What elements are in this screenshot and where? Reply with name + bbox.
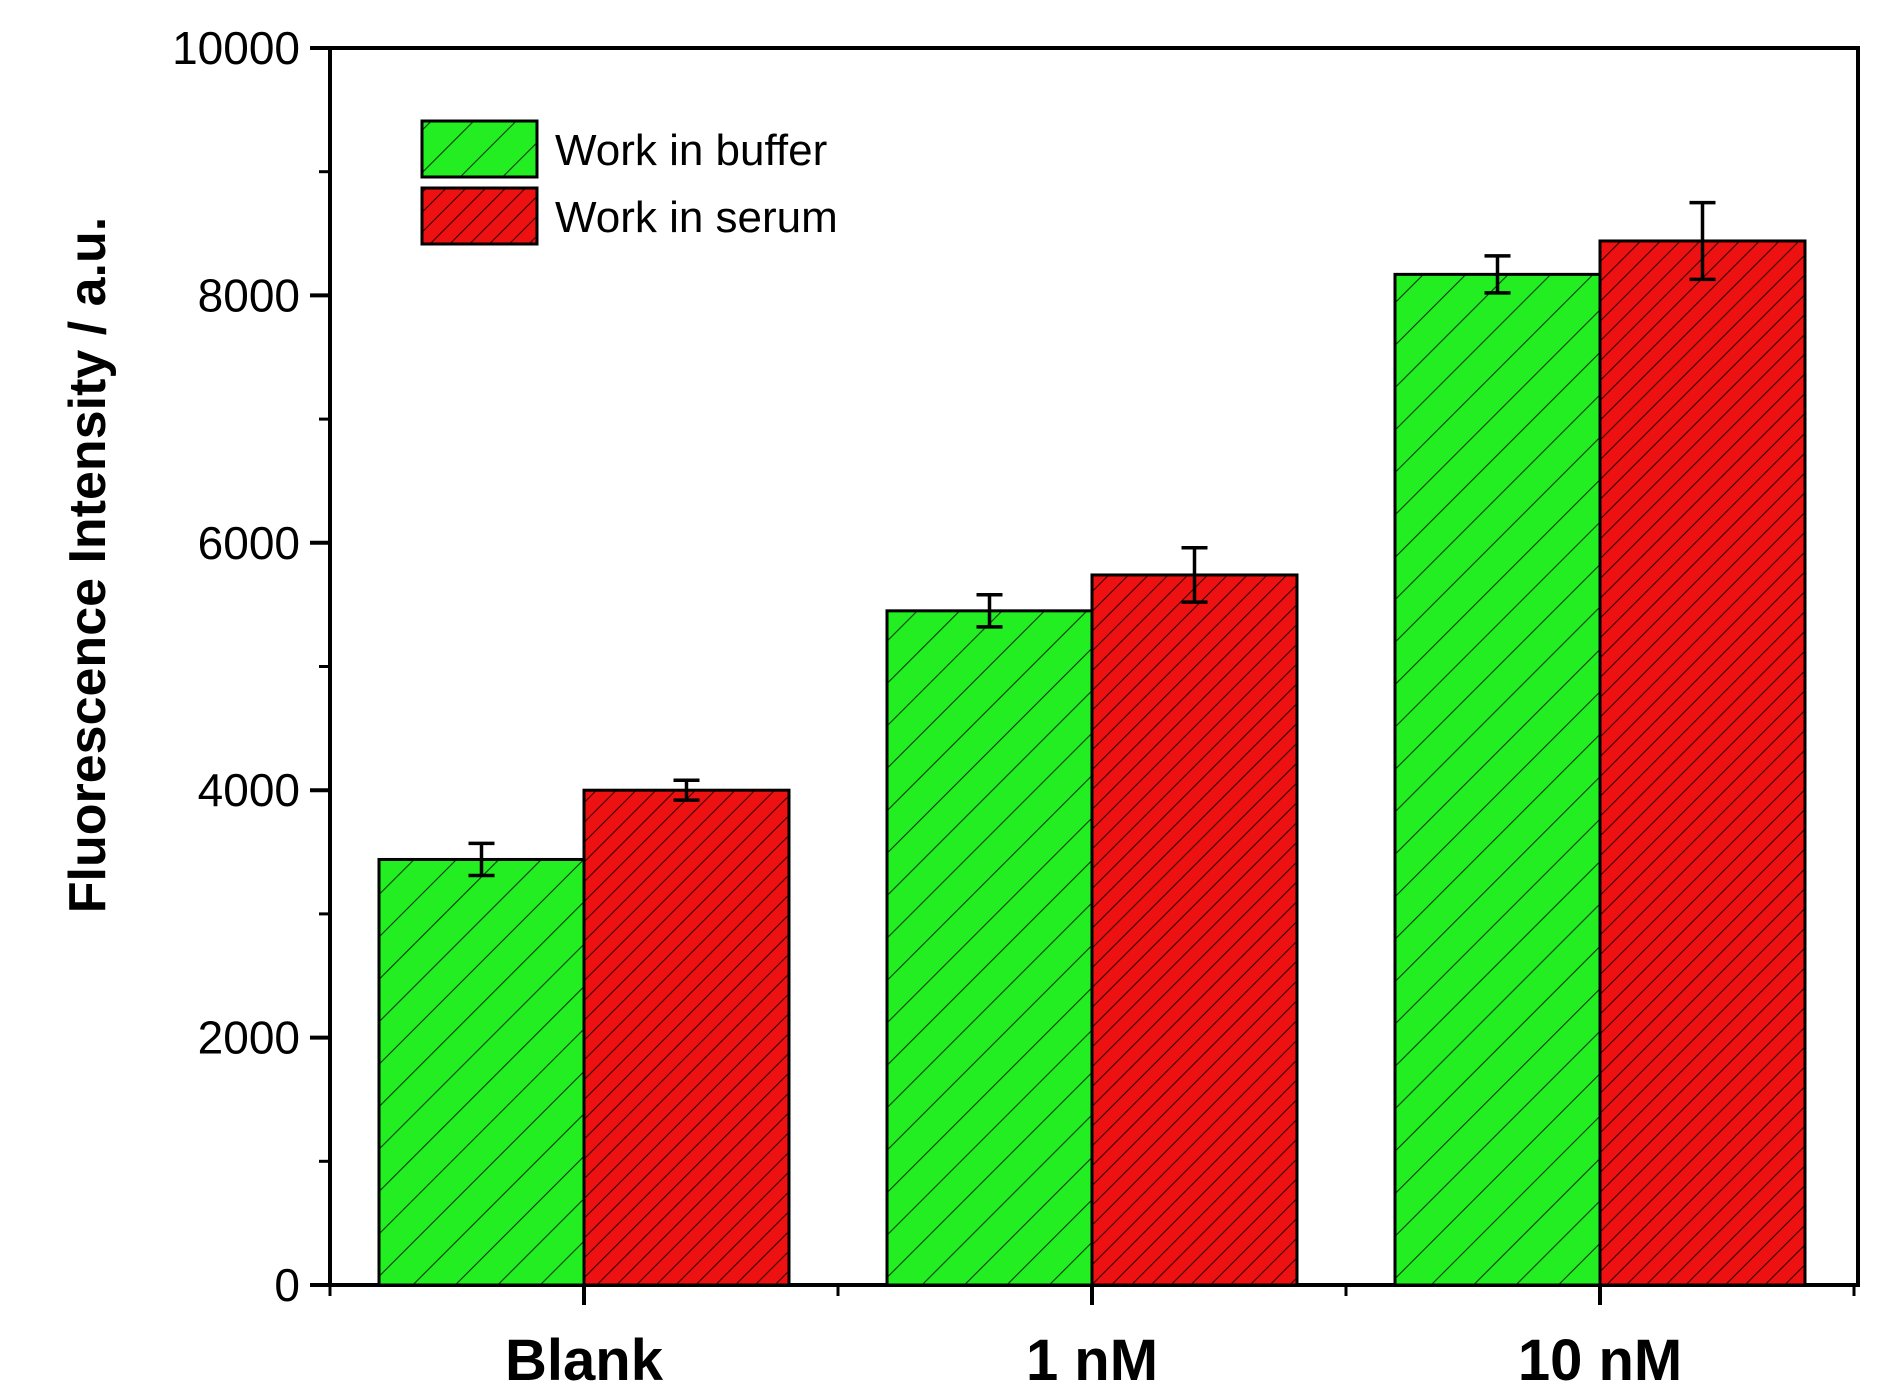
legend-item-buffer: Work in buffer: [420, 119, 827, 179]
bar-serum-1: [1090, 573, 1299, 1287]
legend-swatch-buffer: [420, 119, 539, 179]
y-tick-label-10000: 10000: [172, 22, 300, 74]
y-tick-label-6000: 6000: [198, 517, 300, 569]
error-bar-buffer-1: [976, 593, 1003, 629]
legend-item-serum: Work in serum: [420, 186, 838, 246]
y-tick-label-2000: 2000: [198, 1012, 300, 1064]
legend-label-serum: Work in serum: [555, 193, 838, 242]
error-bar-buffer-0: [468, 841, 495, 878]
y-tick-label-4000: 4000: [198, 764, 300, 816]
legend: Work in buffer Work in serum: [420, 119, 838, 246]
error-bar-serum-1: [1181, 545, 1208, 604]
error-bars-layer: [468, 200, 1716, 878]
bar-serum-0: [582, 788, 791, 1287]
error-bar-buffer-2: [1484, 254, 1511, 295]
bar-buffer-1: [885, 609, 1094, 1287]
x-tick-label-0: Blank: [505, 1328, 664, 1393]
legend-label-buffer: Work in buffer: [555, 126, 827, 175]
bar-buffer-2: [1393, 272, 1602, 1287]
x-tick-label-2: 10 nM: [1518, 1328, 1682, 1393]
y-axis-title: Fluorescence Intensity / a.u.: [59, 217, 117, 913]
legend-swatch-serum: [420, 186, 539, 246]
y-tick-label-0: 0: [274, 1259, 300, 1311]
bar-serum-2: [1598, 239, 1807, 1287]
bar-buffer-0: [377, 857, 586, 1287]
x-tick-label-1: 1 nM: [1026, 1328, 1158, 1393]
error-bar-serum-2: [1689, 200, 1716, 282]
bars-layer: [377, 239, 1807, 1287]
x-axis: Blank 1 nM 10 nM: [328, 1285, 1856, 1393]
y-axis: 0 2000 4000 6000 8000 10000: [172, 22, 330, 1311]
y-tick-label-8000: 8000: [198, 269, 300, 321]
error-bar-serum-0: [673, 778, 700, 802]
